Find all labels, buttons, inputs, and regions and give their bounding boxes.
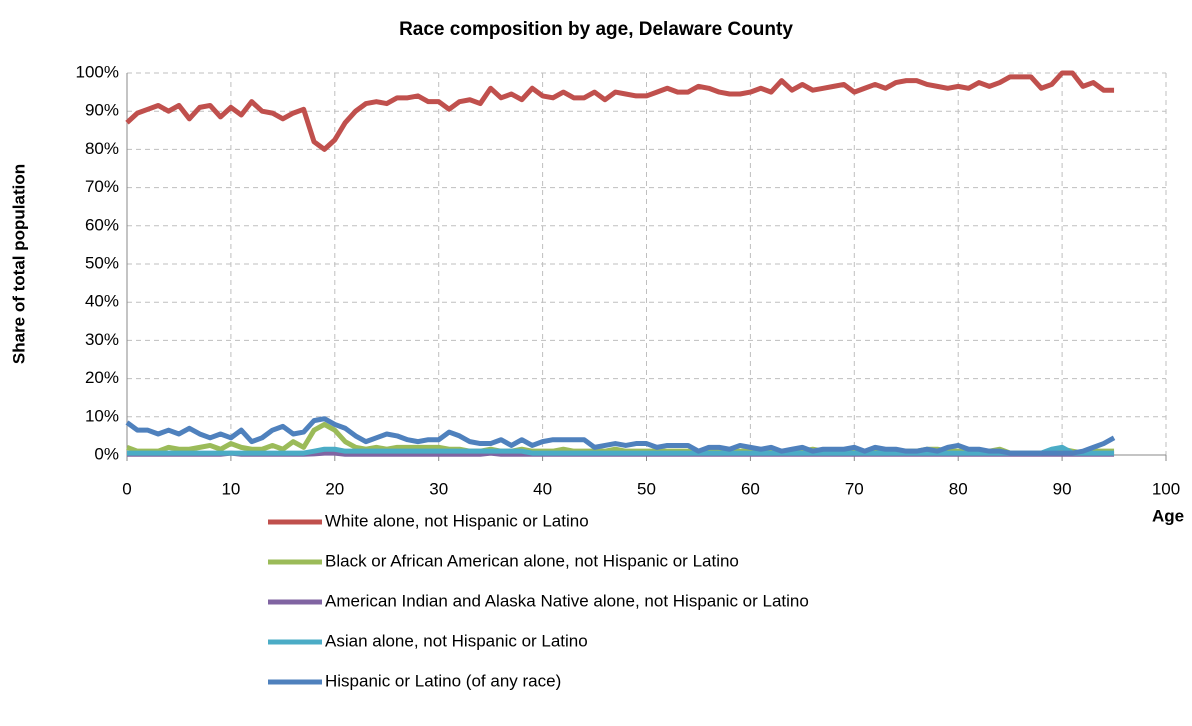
y-tick-label: 0% — [94, 444, 119, 463]
legend-label: White alone, not Hispanic or Latino — [325, 511, 589, 530]
x-axis-label: Age — [1152, 506, 1184, 525]
x-tick-label: 30 — [429, 479, 448, 498]
x-tick-label: 70 — [845, 479, 864, 498]
series-line — [125, 416, 1116, 456]
x-tick-label: 0 — [122, 479, 131, 498]
x-tick-label: 60 — [741, 479, 760, 498]
y-tick-label: 100% — [76, 62, 119, 81]
chart-title: Race composition by age, Delaware County — [399, 19, 793, 40]
legend-label: Asian alone, not Hispanic or Latino — [325, 631, 588, 650]
y-tick-label: 60% — [85, 215, 119, 234]
y-axis-label: Share of total population — [9, 164, 28, 364]
x-tick-label: 40 — [533, 479, 552, 498]
y-tick-label: 50% — [85, 253, 119, 272]
y-tick-label: 30% — [85, 330, 119, 349]
y-tick-label: 70% — [85, 177, 119, 196]
x-tick-label: 50 — [637, 479, 656, 498]
x-tick-label: 100 — [1152, 479, 1180, 498]
series-line — [125, 70, 1115, 152]
y-tick-label: 90% — [85, 101, 119, 120]
x-tick-label: 80 — [949, 479, 968, 498]
x-tick-label: 90 — [1053, 479, 1072, 498]
series-line — [127, 444, 1115, 456]
x-tick-label: 20 — [325, 479, 344, 498]
x-tick-label: 10 — [221, 479, 240, 498]
legend-label: Black or African American alone, not His… — [325, 551, 739, 570]
y-tick-label: 80% — [85, 139, 119, 158]
legend-label: Hispanic or Latino (of any race) — [325, 671, 561, 690]
y-tick-label: 20% — [85, 368, 119, 387]
y-tick-label: 40% — [85, 292, 119, 311]
y-tick-label: 10% — [85, 406, 119, 425]
legend-label: American Indian and Alaska Native alone,… — [325, 591, 809, 610]
